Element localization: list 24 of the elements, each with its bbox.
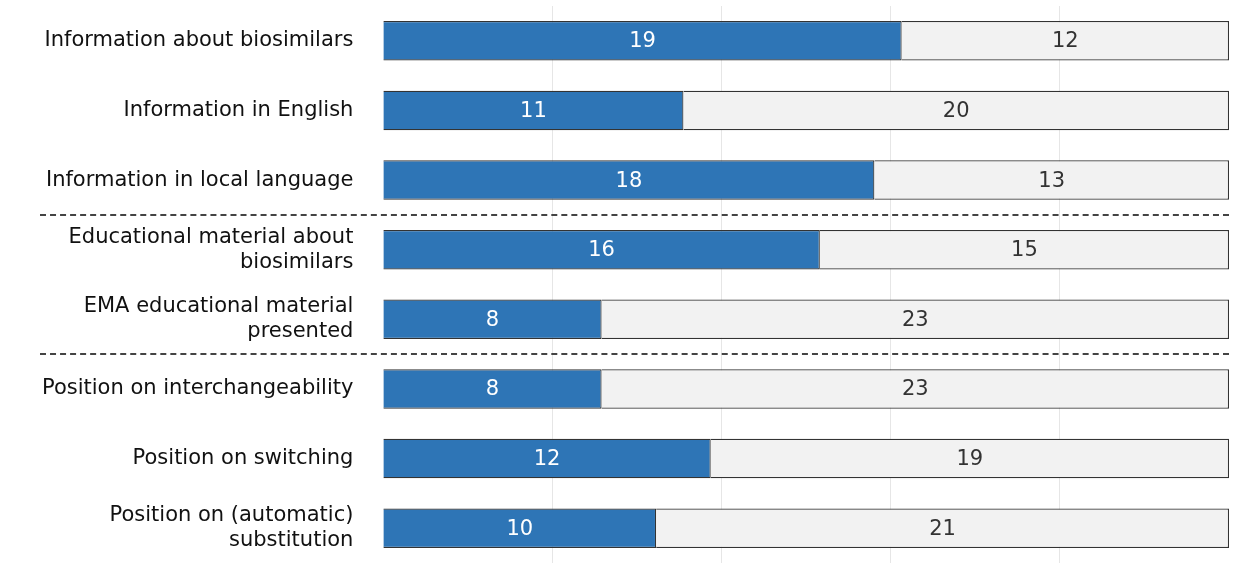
y-tick-label: Position on switching — [132, 445, 354, 470]
data-label: 12 — [533, 446, 561, 471]
data-label: 8 — [485, 306, 500, 331]
data-label: 12 — [1051, 28, 1079, 53]
y-tick-label: Position on (automatic) substitution — [109, 502, 354, 552]
data-label: 23 — [901, 306, 929, 331]
data-label: 21 — [929, 515, 956, 540]
data-label: 16 — [588, 237, 615, 262]
data-label: 19 — [629, 28, 656, 53]
y-tick-label: Position on interchangeability — [42, 375, 354, 400]
data-label: 15 — [1011, 237, 1038, 262]
y-tick-label: EMA educational material presented — [83, 293, 354, 343]
data-label: 13 — [1038, 167, 1066, 192]
y-tick-label: Information about biosimilars — [44, 27, 354, 52]
data-label: 23 — [901, 376, 929, 401]
data-label: 20 — [942, 97, 970, 122]
data-label: 18 — [615, 167, 643, 192]
y-tick-label: Information in local language — [45, 166, 354, 191]
data-label: 11 — [520, 97, 547, 122]
y-tick-label: Educational material about biosimilars — [68, 223, 354, 273]
data-label: 10 — [506, 515, 534, 540]
y-tick-label: Information in English — [123, 96, 354, 121]
data-label: 19 — [956, 446, 984, 471]
data-label: 8 — [485, 376, 500, 401]
